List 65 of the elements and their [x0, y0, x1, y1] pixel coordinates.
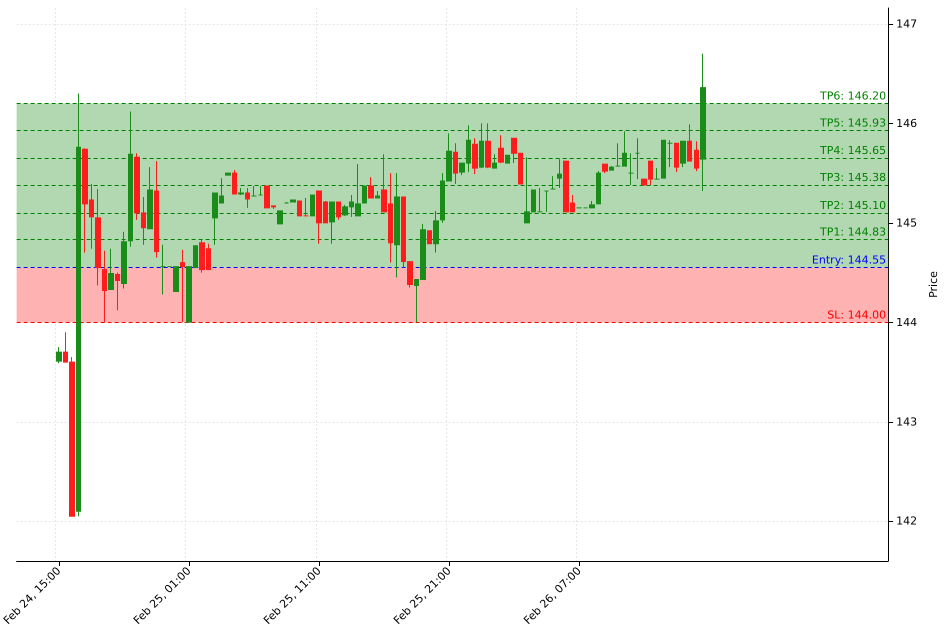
- candlestick: [694, 140, 699, 172]
- candlestick: [433, 210, 439, 254]
- ref-line-label: TP6: 146.20: [819, 89, 886, 102]
- candlestick: [160, 244, 166, 295]
- candlestick: [115, 272, 120, 311]
- candlestick: [147, 166, 153, 230]
- candlestick: [453, 142, 458, 185]
- candlestick: [596, 170, 601, 204]
- candlestick: [609, 166, 614, 171]
- candlestick: [479, 122, 484, 169]
- candlestick: [485, 122, 491, 169]
- ref-line-label: TP1: 144.83: [819, 226, 886, 239]
- candlestick: [505, 154, 510, 164]
- y-tick-label: 142: [896, 514, 918, 528]
- candlestick: [654, 168, 660, 180]
- candlestick: [362, 186, 367, 204]
- candlestick: [238, 188, 244, 196]
- candlestick: [635, 138, 640, 180]
- candlestick: [102, 250, 107, 323]
- y-tick-label: 146: [896, 116, 918, 130]
- candlestick: [674, 142, 679, 173]
- candlestick: [121, 231, 127, 289]
- ref-line-label: SL: 144.00: [827, 308, 886, 322]
- ref-line-label: TP2: 145.10: [819, 198, 886, 212]
- candlestick: [258, 186, 263, 196]
- candlestick: [290, 199, 296, 202]
- candlestick: [245, 188, 250, 208]
- y-tick-label: 144: [896, 316, 918, 329]
- candlestick: [76, 93, 81, 517]
- ref-line-label: TP4: 145.65: [819, 144, 886, 158]
- candlestick: [95, 188, 101, 286]
- ref-line-label: TP5: 145.93: [819, 116, 886, 130]
- candlestick: [251, 186, 257, 196]
- candlestick: [277, 210, 283, 224]
- y-tick-label: 145: [896, 216, 918, 230]
- candlestick: [544, 190, 549, 212]
- candlestick: [225, 172, 231, 176]
- candlestick: [310, 194, 315, 216]
- candlestick: [329, 201, 335, 244]
- candlestick: [375, 190, 380, 198]
- candlestick: [154, 160, 159, 258]
- candlestick: [680, 140, 686, 168]
- ref-line-label: Entry: 144.55: [812, 254, 886, 267]
- candlestick: [336, 201, 341, 220]
- candlestick: [602, 164, 608, 174]
- candlestick: [628, 152, 634, 186]
- candlestick: [394, 172, 400, 278]
- ref-line-label: TP3: 145.38: [819, 171, 886, 184]
- candlestick: [56, 346, 62, 364]
- candlestick: [232, 170, 237, 194]
- candlestick: [550, 176, 556, 190]
- candlestick: [108, 248, 114, 290]
- candlestick: [557, 158, 562, 189]
- candlestick: [700, 53, 706, 192]
- candlestick: [498, 134, 504, 164]
- y-axis-title: Price: [927, 270, 940, 298]
- y-tick-label: 147: [896, 17, 918, 30]
- candlestick: [128, 110, 133, 248]
- candlestick: [687, 124, 692, 162]
- candlestick: [472, 138, 478, 175]
- y-tick-label: 143: [896, 415, 918, 428]
- candlestick: [427, 230, 432, 244]
- candlestick: [368, 176, 374, 198]
- candlestick: [180, 249, 185, 323]
- candlestick: [492, 154, 497, 169]
